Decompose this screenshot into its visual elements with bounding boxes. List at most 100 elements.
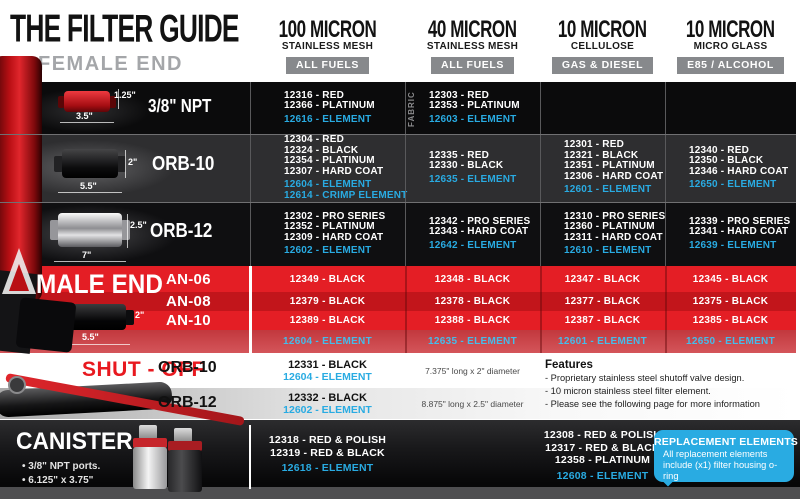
part-cell: 12342 - PRO SERIES 12343 - HARD COAT 1264… bbox=[405, 202, 540, 266]
fuel-badge: GAS & DIESEL bbox=[551, 57, 654, 74]
dimension-height: 2" bbox=[128, 157, 138, 167]
column-media: CELLULOSE bbox=[570, 41, 635, 52]
row-label: ORB-10 bbox=[158, 359, 217, 376]
filter-photo-cap bbox=[109, 96, 116, 108]
column-media: MICRO GLASS bbox=[693, 41, 768, 52]
column-media: STAINLESS MESH bbox=[426, 41, 519, 52]
element-part-number: 12602 - ELEMENT bbox=[283, 404, 372, 416]
element-part-cell: 12601 - ELEMENT bbox=[558, 336, 647, 347]
replacement-elements-callout: REPLACEMENT ELEMENTS All replacement ele… bbox=[654, 430, 798, 482]
part-numbers: 12340 - RED 12350 - BLACK 12346 - HARD COA… bbox=[689, 144, 789, 177]
features-block: Features - Proprietary stainless steel s… bbox=[545, 359, 795, 411]
size-note: 7.375" long x 2" diameter bbox=[425, 366, 520, 376]
part-numbers: 12335 - RED 12330 - BLACK bbox=[429, 149, 504, 172]
part-numbers: 12342 - PRO SERIES 12343 - HARD COAT bbox=[429, 215, 531, 238]
column-header-100-micron: 100 MICRON STAINLESS MESH ALL FUELS bbox=[250, 18, 405, 74]
filter-photo-cap bbox=[58, 96, 65, 108]
row-label: ORB-12 bbox=[158, 394, 217, 411]
element-part-cell: 12604 - ELEMENT bbox=[283, 336, 372, 347]
part-numbers: 12308 - RED & POLISH 12317 - RED & BLACK 1… bbox=[543, 429, 662, 466]
part-numbers: 12301 - RED 12321 - BLACK 12351 - PLATINUM… bbox=[564, 139, 664, 182]
callout-body: All replacement elements include (x1) fi… bbox=[663, 449, 778, 481]
table-row-npt: 1.25" 3.5" 3/8" NPT 12316 - RED 12366 - P… bbox=[0, 82, 796, 134]
dimension-length: 7" bbox=[82, 250, 92, 260]
female-end-subtitle: FEMALE END bbox=[38, 53, 183, 75]
part-cell: 12308 - RED & POLISH 12317 - RED & BLACK 1… bbox=[540, 429, 665, 482]
npt-filter-photo bbox=[64, 91, 110, 112]
part-number: 12331 - BLACK bbox=[288, 359, 367, 371]
filter-photo-cap bbox=[54, 156, 63, 172]
element-part-numbers: 12602 - ELEMENT bbox=[284, 245, 372, 256]
label-column-divider bbox=[249, 425, 251, 489]
element-part-numbers: 12601 - ELEMENT bbox=[564, 184, 652, 196]
part-cell: 12316 - RED 12366 - PLATINUM 12616 - ELEM… bbox=[250, 82, 405, 134]
male-end-title: MALE END bbox=[36, 269, 163, 299]
features-title: Features bbox=[545, 359, 593, 371]
row-label: AN-06 bbox=[166, 270, 211, 288]
filter-photo-cap bbox=[121, 220, 130, 240]
part-cell-empty bbox=[665, 82, 796, 134]
column-micron: 40 MICRON bbox=[428, 16, 517, 44]
column-media: STAINLESS MESH bbox=[281, 41, 374, 52]
row-label: 3/8" NPT bbox=[148, 96, 212, 116]
part-cell: 12375 - BLACK bbox=[692, 296, 769, 307]
part-cell: 12318 - RED & POLISH 12319 - RED & BLACK … bbox=[250, 434, 405, 474]
part-cell: 12345 - BLACK bbox=[692, 273, 769, 285]
dimension-length: 5.5" bbox=[80, 181, 97, 191]
part-cell: 12340 - RED 12350 - BLACK 12346 - HARD COA… bbox=[665, 134, 796, 202]
element-part-numbers: 12618 - ELEMENT bbox=[281, 462, 374, 474]
dimension-line bbox=[60, 344, 130, 345]
male-element-row: 12604 - ELEMENT 12635 - ELEMENT 12601 - … bbox=[0, 330, 796, 353]
filter-photo-cap bbox=[50, 220, 59, 240]
part-number: 12332 - BLACK bbox=[288, 392, 367, 404]
column-header-40-micron: 40 MICRON STAINLESS MESH ALL FUELS bbox=[405, 16, 540, 74]
canister-cap-photo bbox=[168, 441, 202, 451]
row-label: ORB-12 bbox=[150, 220, 213, 242]
dimension-line bbox=[118, 89, 119, 109]
part-cell: 12303 - RED 12353 - PLATINUM 12603 - ELEM… bbox=[405, 82, 540, 134]
element-part-numbers: 12608 - ELEMENT bbox=[556, 469, 649, 482]
column-micron: 10 MICRON bbox=[558, 16, 647, 44]
part-cell: 12339 - PRO SERIES 12341 - HARD COAT 1263… bbox=[665, 202, 796, 266]
dimension-line bbox=[58, 192, 122, 193]
part-numbers: 12318 - RED & POLISH 12319 - RED & BLACK bbox=[268, 434, 387, 459]
row-label: AN-10 bbox=[166, 312, 211, 329]
canister-section: CANISTER • 3/8" NPT ports. • 6.125" x 3.7… bbox=[0, 420, 800, 499]
dimension-line bbox=[125, 150, 126, 178]
part-cell: 12389 - BLACK bbox=[289, 315, 366, 326]
dimension-height: 1.25" bbox=[114, 90, 136, 100]
orb12-filter-photo bbox=[58, 213, 122, 247]
dimension-height: 2" bbox=[135, 310, 145, 320]
part-cell: 12378 - BLACK bbox=[434, 296, 511, 307]
element-part-cell: 12650 - ELEMENT bbox=[686, 336, 775, 347]
part-numbers: 12310 - PRO SERIES 12360 - PLATINUM 12311 … bbox=[564, 210, 666, 243]
part-cell: 12385 - BLACK bbox=[692, 315, 769, 326]
table-row-orb10: 2" 5.5" ORB-10 12304 - RED 12324 - BLACK 1… bbox=[0, 134, 796, 202]
element-part-numbers: 12616 - ELEMENT bbox=[284, 113, 372, 125]
row-divider bbox=[0, 134, 796, 135]
row-label: ORB-10 bbox=[152, 153, 215, 175]
canister-bracket-photo bbox=[174, 428, 192, 442]
element-part-numbers: 12642 - ELEMENT bbox=[429, 239, 517, 251]
dimension-height: 2.5" bbox=[130, 220, 147, 230]
column-header-10-micron-micro-glass: 10 MICRON MICRO GLASS E85 / ALCOHOL bbox=[665, 18, 796, 74]
column-divider bbox=[665, 266, 667, 353]
part-numbers: 12339 - PRO SERIES 12341 - HARD COAT bbox=[689, 215, 791, 238]
filter-photo-cap bbox=[125, 310, 134, 325]
element-part-numbers: 12635 - ELEMENT bbox=[429, 173, 517, 185]
part-cell: 12331 - BLACK 12604 - ELEMENT bbox=[250, 359, 405, 383]
part-numbers: 12303 - RED 12353 - PLATINUM bbox=[429, 89, 520, 112]
orb10-filter-photo bbox=[62, 149, 118, 178]
fabric-note: FABRIC bbox=[407, 91, 416, 127]
element-part-number: 12604 - ELEMENT bbox=[283, 371, 372, 383]
dimension-length: 3.5" bbox=[76, 111, 93, 121]
part-cell: 12301 - RED 12321 - BLACK 12351 - PLATINUM… bbox=[540, 134, 665, 202]
dimension-line bbox=[60, 122, 114, 123]
part-cell: 12332 - BLACK 12602 - ELEMENT bbox=[250, 392, 405, 416]
part-cell: 12379 - BLACK bbox=[289, 296, 366, 307]
table-row-orb12: 2.5" 7" ORB-12 12302 - PRO SERIES 12352 -… bbox=[0, 202, 796, 266]
canister-bracket-photo bbox=[139, 425, 157, 439]
male-row-an10: AN-10 12389 - BLACK 12388 - BLACK 12387 … bbox=[0, 311, 796, 330]
canister-cap-photo bbox=[133, 438, 167, 448]
